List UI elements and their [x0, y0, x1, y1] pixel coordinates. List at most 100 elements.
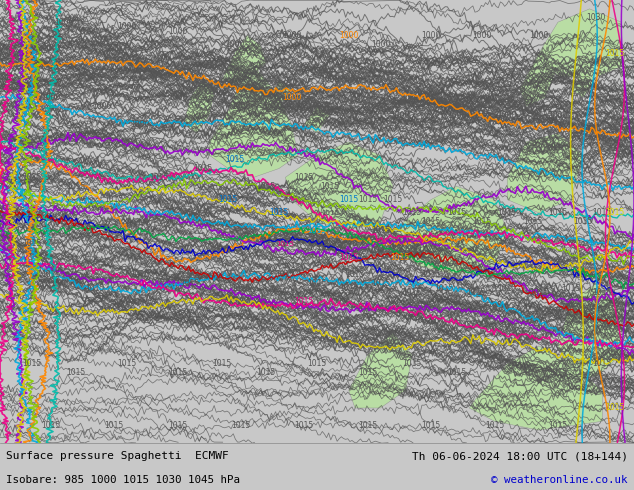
- Text: 1015: 1015: [358, 421, 377, 430]
- Text: 1015: 1015: [41, 270, 60, 279]
- Text: 1015: 1015: [307, 279, 327, 288]
- Text: 1015: 1015: [257, 182, 276, 191]
- Text: 1015: 1015: [181, 279, 200, 288]
- Text: 1015: 1015: [231, 421, 250, 430]
- Text: 1015: 1015: [358, 368, 377, 377]
- Text: 1015: 1015: [320, 182, 339, 191]
- Text: 1015: 1015: [269, 208, 288, 218]
- Text: 1000: 1000: [92, 102, 111, 111]
- Text: 1000: 1000: [225, 40, 244, 49]
- Text: 1000: 1000: [498, 111, 517, 120]
- Text: 1015: 1015: [276, 270, 295, 279]
- Text: 1000: 1000: [472, 31, 491, 40]
- Text: 1015: 1015: [523, 217, 542, 226]
- Polygon shape: [571, 71, 596, 98]
- Text: 1000: 1000: [282, 93, 301, 102]
- Text: 1015: 1015: [308, 245, 326, 251]
- Text: 1015: 1015: [422, 421, 441, 430]
- Text: 1015: 1015: [307, 226, 327, 235]
- Text: 1000: 1000: [130, 120, 149, 129]
- Text: 1015: 1015: [605, 208, 624, 218]
- Text: 1015: 1015: [605, 403, 624, 413]
- Text: 1015: 1015: [561, 284, 580, 293]
- Text: 1015: 1015: [605, 49, 624, 58]
- Text: 1015: 1015: [41, 421, 60, 430]
- Polygon shape: [273, 80, 292, 106]
- Text: 1000: 1000: [447, 111, 466, 120]
- Text: 1015: 1015: [390, 253, 409, 262]
- Text: 1015: 1015: [257, 368, 276, 377]
- Text: 1015: 1015: [371, 226, 390, 235]
- Polygon shape: [393, 186, 507, 275]
- Text: 1000: 1000: [320, 106, 339, 115]
- Text: 1015: 1015: [22, 359, 41, 368]
- Text: 1015: 1015: [117, 359, 136, 368]
- Text: 1015: 1015: [231, 284, 250, 293]
- Text: 1015: 1015: [193, 164, 212, 173]
- Text: 1015: 1015: [339, 253, 358, 262]
- Polygon shape: [520, 53, 558, 106]
- Text: 1000: 1000: [529, 31, 548, 40]
- Text: 1000: 1000: [282, 31, 301, 40]
- Polygon shape: [349, 333, 412, 408]
- Text: 1015: 1015: [295, 173, 314, 182]
- Text: 1015: 1015: [371, 279, 390, 288]
- Text: 1000: 1000: [339, 31, 358, 40]
- Text: 1015: 1015: [219, 195, 238, 204]
- Text: 1000: 1000: [320, 75, 339, 84]
- Text: 1015: 1015: [403, 208, 422, 218]
- Polygon shape: [469, 346, 602, 430]
- Text: 1015: 1015: [403, 359, 422, 368]
- Polygon shape: [222, 35, 266, 84]
- Text: 1013: 1013: [283, 263, 301, 269]
- Text: 1000: 1000: [371, 40, 390, 49]
- Polygon shape: [507, 133, 583, 213]
- Text: 1015: 1015: [339, 195, 358, 204]
- Text: 1015: 1015: [422, 270, 441, 279]
- Text: 1015: 1015: [22, 173, 41, 182]
- Text: 1015: 1015: [548, 421, 567, 430]
- Text: 1000: 1000: [168, 93, 187, 102]
- Text: 1015: 1015: [168, 368, 187, 377]
- Text: 1000: 1000: [41, 93, 60, 102]
- Text: 1015: 1015: [466, 288, 485, 297]
- Text: 1000: 1000: [54, 18, 73, 26]
- Text: 1015: 1015: [593, 208, 612, 218]
- Text: 1030: 1030: [586, 13, 605, 22]
- Text: 1000: 1000: [548, 111, 567, 120]
- Text: 1015: 1015: [86, 284, 105, 293]
- Text: 1000: 1000: [390, 111, 409, 120]
- Text: 1015: 1015: [339, 284, 358, 293]
- Polygon shape: [558, 284, 621, 377]
- Text: 1015: 1015: [447, 208, 466, 218]
- Text: Surface pressure Spaghetti  ECMWF: Surface pressure Spaghetti ECMWF: [6, 451, 229, 462]
- Polygon shape: [285, 142, 393, 231]
- Text: 1015: 1015: [403, 288, 422, 297]
- Polygon shape: [209, 67, 298, 177]
- Text: 1000: 1000: [422, 31, 441, 40]
- Text: 1015: 1015: [307, 359, 327, 368]
- Text: 1000: 1000: [168, 26, 187, 36]
- Text: 1015: 1015: [434, 284, 453, 293]
- Text: 1015: 1015: [384, 195, 403, 204]
- Polygon shape: [539, 9, 621, 80]
- Text: 1015: 1015: [130, 270, 149, 279]
- Text: 1015: 1015: [498, 284, 517, 293]
- Text: 1015: 1015: [276, 241, 294, 247]
- Text: 1015: 1015: [548, 208, 567, 218]
- Text: 1015: 1015: [149, 173, 168, 182]
- Text: 1015: 1015: [529, 288, 548, 297]
- Text: 1015: 1015: [105, 195, 124, 204]
- Text: 1015: 1015: [485, 421, 504, 430]
- Text: 1015: 1015: [67, 368, 86, 377]
- Text: 1015: 1015: [105, 421, 124, 430]
- Text: 1015: 1015: [22, 240, 41, 248]
- Text: 1015: 1015: [321, 210, 339, 216]
- Text: 1015: 1015: [212, 359, 231, 368]
- Text: © weatheronline.co.uk: © weatheronline.co.uk: [491, 475, 628, 485]
- Text: Th 06-06-2024 18:00 UTC (18+144): Th 06-06-2024 18:00 UTC (18+144): [411, 451, 628, 462]
- Text: 1015: 1015: [225, 155, 244, 164]
- Text: 1015: 1015: [358, 195, 377, 204]
- Text: 1000: 1000: [231, 102, 250, 111]
- Text: 1015: 1015: [498, 359, 517, 368]
